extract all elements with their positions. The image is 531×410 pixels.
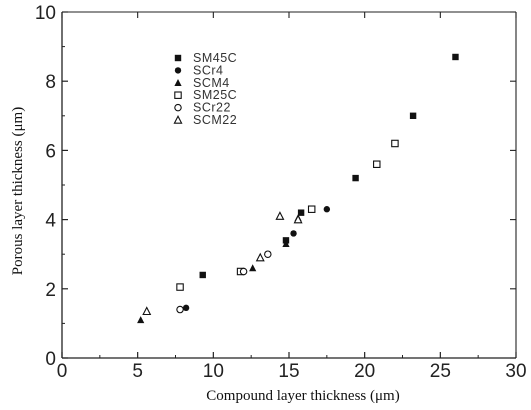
- x-tick-label: 25: [430, 361, 451, 382]
- y-tick-label: 2: [45, 280, 56, 301]
- series-scr4: [182, 206, 331, 312]
- series-sm25c: [176, 139, 399, 291]
- series-scm4: [137, 214, 302, 324]
- data-point: [409, 112, 417, 119]
- series-sm45c: [199, 53, 459, 279]
- x-tick-label: 10: [203, 361, 224, 382]
- data-point: [373, 160, 381, 168]
- data-point: [282, 240, 290, 248]
- y-tick-label: 4: [45, 211, 56, 232]
- data-point: [293, 214, 303, 224]
- data-point: [290, 230, 297, 237]
- y-tick-label: 10: [35, 3, 56, 24]
- data-point: [307, 205, 316, 213]
- x-tick-label: 20: [354, 361, 375, 382]
- legend-marker: [174, 67, 182, 74]
- y-tick-label: 8: [45, 72, 56, 93]
- data-points: [137, 53, 459, 324]
- plot-frame: [61, 11, 517, 359]
- data-point: [142, 306, 152, 316]
- x-axis-ticks: 0 5 10 15 20 25 30: [57, 12, 527, 382]
- x-tick-label: 0: [57, 361, 68, 382]
- legend-label: SCr22: [193, 101, 231, 115]
- legend-marker: [174, 91, 182, 99]
- data-point: [352, 174, 359, 182]
- legend-label: SCr4: [193, 63, 223, 77]
- y-axis-ticks: 0 2 4 6 8 10: [35, 3, 516, 370]
- data-point: [255, 252, 265, 262]
- legend-marker: [174, 103, 182, 112]
- series-scm22: [142, 211, 303, 316]
- data-point: [199, 271, 206, 279]
- legend-marker: [174, 54, 182, 62]
- data-point: [264, 250, 272, 258]
- data-point: [323, 206, 331, 213]
- y-axis-title: Porous layer thickness (μm): [10, 107, 26, 275]
- legend-marker: [173, 114, 183, 124]
- legend-label: SCM22: [193, 113, 237, 127]
- x-tick-label: 5: [132, 361, 143, 382]
- data-point: [297, 209, 305, 216]
- series-scr22: [176, 250, 272, 314]
- legend-label: SCM4: [193, 76, 230, 90]
- data-point: [176, 283, 184, 291]
- x-tick-label: 15: [278, 361, 299, 382]
- legend-label: SM45C: [193, 51, 237, 65]
- data-point: [137, 316, 145, 324]
- y-tick-label: 0: [45, 349, 56, 370]
- data-point: [249, 264, 257, 272]
- x-axis-title: Compound layer thickness (μm): [206, 388, 399, 404]
- legend-marker: [174, 79, 182, 86]
- legend-label: SM25C: [193, 88, 237, 102]
- data-point: [452, 53, 459, 61]
- data-point: [391, 139, 399, 148]
- data-point: [275, 211, 285, 220]
- data-point: [176, 305, 184, 314]
- x-tick-label: 30: [505, 361, 526, 382]
- y-tick-label: 6: [45, 141, 56, 162]
- data-point: [182, 304, 190, 312]
- data-point: [239, 267, 248, 276]
